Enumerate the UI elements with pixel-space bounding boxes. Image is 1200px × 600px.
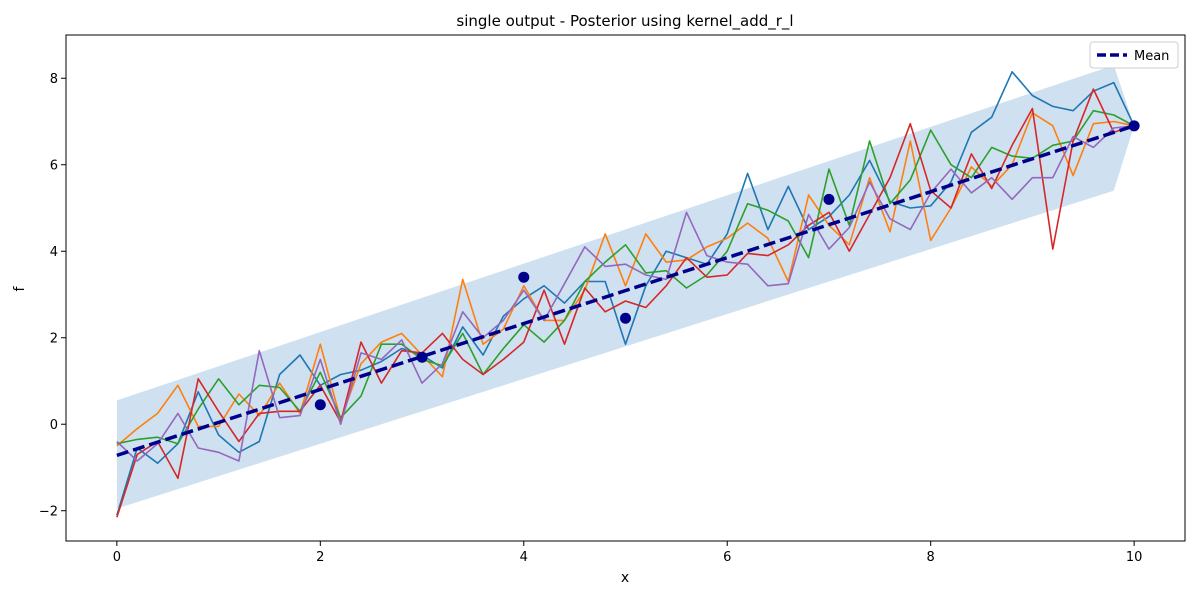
observation-point	[1128, 120, 1140, 132]
x-axis-ticks: 0 2 4 6 8 10	[113, 541, 1143, 565]
axes-frame	[65, 34, 1186, 542]
confidence-band	[116, 65, 1135, 509]
y-axis-label: f	[12, 285, 28, 291]
sample-line-5	[116, 125, 1135, 462]
x-tick-label: 6	[723, 550, 731, 565]
y-tick-label: 6	[50, 159, 58, 174]
y-axis-ticks: −2 0 2 4 6 8	[39, 72, 66, 520]
legend-box	[1089, 41, 1179, 69]
y-tick-label: 0	[50, 418, 58, 433]
y-tick-label: 4	[50, 245, 58, 260]
x-tick-label: 0	[113, 550, 121, 565]
y-tick-label: 8	[50, 72, 58, 87]
chart-title: single output - Posterior using kernel_a…	[456, 12, 793, 31]
x-tick-label: 10	[1126, 550, 1143, 565]
observation-point	[518, 271, 530, 283]
legend: Mean	[1089, 41, 1179, 69]
observation-point	[314, 399, 326, 411]
observation-point	[823, 193, 835, 205]
plot-area	[116, 65, 1140, 518]
sample-line-4	[116, 88, 1135, 518]
observation-point	[416, 351, 428, 363]
observation-points	[314, 120, 1140, 411]
x-tick-label: 2	[316, 550, 324, 565]
x-tick-label: 8	[927, 550, 935, 565]
y-tick-label: −2	[39, 505, 58, 520]
observation-point	[620, 312, 631, 324]
x-axis-label: x	[621, 570, 629, 586]
y-tick-label: 2	[50, 332, 58, 347]
sample-lines	[116, 71, 1135, 518]
x-tick-label: 4	[520, 550, 528, 565]
sample-line-1	[116, 71, 1135, 516]
legend-mean-label: Mean	[1134, 49, 1169, 64]
mean-line	[116, 124, 1135, 458]
